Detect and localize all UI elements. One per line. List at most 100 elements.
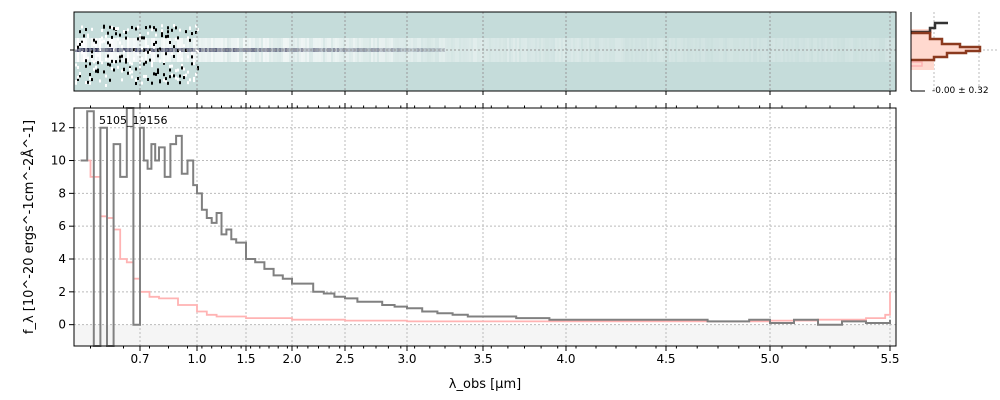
2d-noise: [179, 74, 181, 78]
2d-noise: [161, 29, 163, 33]
2d-noise: [81, 25, 83, 29]
2d-noise: [85, 64, 87, 68]
2d-noise: [105, 34, 107, 38]
2d-noise: [189, 78, 191, 82]
2d-noise: [75, 46, 77, 50]
2d-noise: [163, 78, 165, 82]
2d-noise: [109, 43, 111, 47]
2d-noise: [115, 27, 117, 31]
2d-noise: [197, 67, 199, 71]
2d-noise: [175, 37, 177, 41]
2d-noise: [181, 66, 183, 70]
2d-noise: [131, 75, 133, 79]
2d-noise: [171, 73, 173, 77]
2d-noise: [169, 75, 171, 79]
2d-noise: [195, 72, 197, 76]
2d-noise: [111, 67, 113, 71]
2d-noise: [85, 28, 87, 32]
2d-noise: [103, 24, 105, 28]
2d-noise: [161, 31, 163, 35]
2d-noise: [115, 60, 117, 64]
2d-noise: [167, 34, 169, 38]
2d-noise: [167, 81, 169, 85]
2d-noise: [155, 72, 157, 76]
2d-noise: [143, 74, 145, 78]
2d-noise: [165, 35, 167, 39]
2d-noise: [129, 67, 131, 71]
2d-noise: [169, 68, 171, 72]
2d-noise: [179, 81, 181, 85]
2d-noise: [95, 40, 97, 44]
y-tick-label: 12: [51, 121, 66, 135]
2d-noise: [193, 76, 195, 80]
y-tick-label: 2: [58, 285, 66, 299]
2d-noise: [125, 31, 127, 35]
flux-spectrum-line: [80, 107, 891, 347]
2d-noise: [101, 36, 103, 40]
2d-noise: [163, 73, 165, 77]
2d-noise: [93, 60, 95, 64]
2d-noise: [141, 57, 143, 61]
2d-noise: [191, 62, 193, 66]
2d-noise: [153, 72, 155, 76]
2d-noise: [127, 28, 129, 32]
2d-noise: [89, 76, 91, 80]
2d-frame: [73, 11, 897, 92]
x-tick-label: 3.0: [397, 352, 416, 366]
2d-noise: [77, 65, 79, 69]
2d-noise: [89, 72, 91, 76]
2d-noise: [97, 68, 99, 72]
2d-noise: [179, 50, 181, 54]
y-tick-label: 0: [58, 318, 66, 332]
2d-noise: [153, 42, 155, 46]
histogram-label: -0.00 ± 0.32: [932, 86, 989, 96]
2d-noise: [113, 27, 115, 31]
2d-noise: [91, 27, 93, 31]
2d-noise: [115, 32, 117, 36]
2d-noise: [103, 39, 105, 43]
2d-noise: [153, 26, 155, 30]
2d-noise: [125, 60, 127, 64]
2d-noise: [127, 37, 129, 41]
2d-noise: [183, 74, 185, 78]
2d-noise: [121, 45, 123, 49]
2d-noise: [95, 65, 97, 69]
2d-noise: [175, 26, 177, 30]
2d-noise: [195, 30, 197, 34]
2d-noise: [105, 74, 107, 78]
2d-noise: [147, 77, 149, 81]
2d-noise: [77, 45, 79, 49]
2d-noise: [155, 28, 157, 32]
main-axes-frame: [73, 107, 897, 347]
2d-noise: [75, 63, 77, 67]
2d-noise: [135, 27, 137, 31]
2d-noise: [189, 38, 191, 42]
2d-noise: [137, 77, 139, 81]
2d-noise: [183, 44, 185, 48]
2d-noise: [137, 37, 139, 41]
2d-noise: [167, 30, 169, 34]
2d-noise: [109, 78, 111, 82]
y-axis-label: f_λ [10^-20 ergs^-1cm^-2Å^-1]: [21, 120, 37, 334]
2d-noise: [165, 77, 167, 81]
2d-noise: [135, 82, 137, 86]
2d-noise: [151, 81, 153, 85]
2d-noise: [157, 68, 159, 72]
x-tick-label: 3.5: [473, 352, 492, 366]
2d-noise: [125, 36, 127, 40]
2d-noise: [153, 45, 155, 49]
2d-noise: [159, 80, 161, 84]
2d-noise: [149, 51, 151, 55]
2d-noise: [193, 58, 195, 62]
2d-noise: [111, 25, 113, 29]
2d-noise: [113, 68, 115, 72]
2d-noise: [87, 56, 89, 60]
histogram-panel: [910, 12, 998, 92]
2d-noise: [85, 59, 87, 63]
2d-noise: [143, 62, 145, 66]
2d-noise: [137, 25, 139, 29]
x-tick-label: 5.5: [880, 352, 899, 366]
2d-noise: [123, 67, 125, 71]
2d-noise: [97, 70, 99, 74]
2d-noise: [109, 63, 111, 67]
